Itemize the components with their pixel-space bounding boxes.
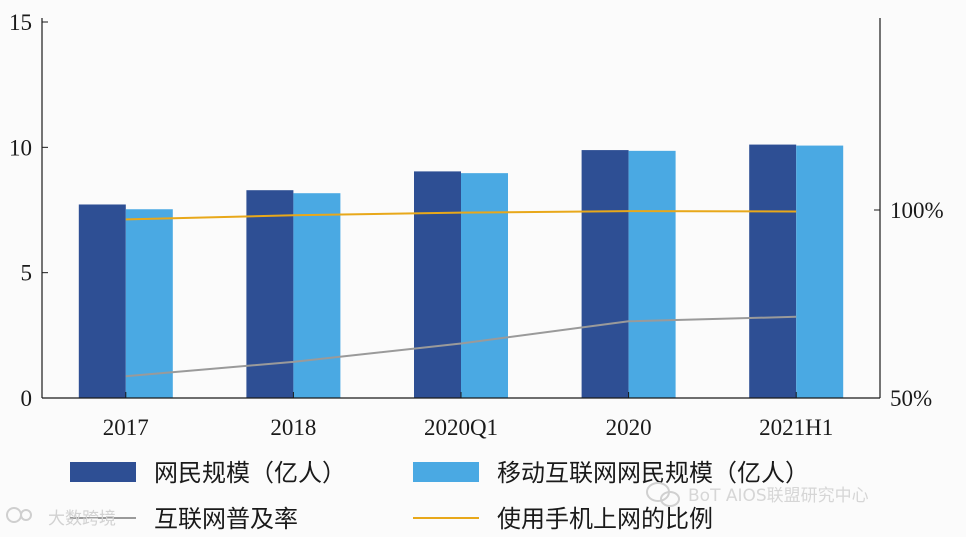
y-right-tick-label-1: 100% — [890, 198, 944, 223]
axes-layer: 0 5 10 15 50% 100% 2017 2018 2020Q1 2020 2021H1 — [9, 10, 944, 440]
watermark-right-text: BoT AIOS联盟研究中心 — [688, 486, 869, 506]
y-left-tick-label-15: 15 — [9, 10, 32, 35]
legend-label-2: 互联网普及率 — [154, 505, 298, 533]
bar-s1-2020 — [628, 150, 676, 398]
lines-layer — [125, 210, 797, 378]
line-series-1 — [125, 210, 797, 221]
watermark-left-text: 大数跨境 — [48, 509, 116, 529]
bar-s1-2021H1 — [796, 145, 844, 398]
bar-s1-2017 — [125, 209, 173, 398]
bar-s0-2020Q1 — [414, 171, 461, 398]
y-left-tick-label-5: 5 — [21, 261, 33, 286]
bars-layer — [78, 144, 844, 398]
watermark: 大数跨境 BoT AIOS联盟研究中心 — [6, 482, 869, 529]
bar-s1-2018 — [293, 193, 341, 398]
line-series-0 — [125, 315, 797, 378]
x-tick-label-2017: 2017 — [103, 415, 149, 440]
legend-label-3: 使用手机上网的比例 — [497, 505, 713, 533]
bar-s0-2020 — [581, 150, 629, 398]
bar-s0-2017 — [78, 204, 126, 398]
y-left-tick-label-0: 0 — [21, 386, 33, 411]
bar-s0-2021H1 — [749, 144, 797, 398]
wechat-icon — [646, 482, 680, 507]
legend-label-0: 网民规模（亿人） — [154, 459, 346, 487]
bar-s0-2018 — [246, 190, 294, 398]
bar-s1-2020Q1 — [461, 173, 508, 398]
y-left-tick-label-10: 10 — [9, 135, 32, 160]
legend-swatch-1 — [413, 462, 479, 482]
x-tick-label-2021H1: 2021H1 — [759, 415, 833, 440]
legend-swatch-0 — [70, 462, 136, 482]
legend: 网民规模（亿人） 移动互联网网民规模（亿人） 互联网普及率 使用手机上网的比例 — [70, 459, 809, 533]
x-tick-label-2018: 2018 — [270, 415, 316, 440]
y-right-tick-label-0: 50% — [890, 386, 932, 411]
x-tick-label-2020: 2020 — [606, 415, 652, 440]
watermark-left-logo — [6, 507, 32, 523]
x-tick-label-2020Q1: 2020Q1 — [424, 415, 498, 440]
legend-label-1: 移动互联网网民规模（亿人） — [497, 459, 809, 487]
